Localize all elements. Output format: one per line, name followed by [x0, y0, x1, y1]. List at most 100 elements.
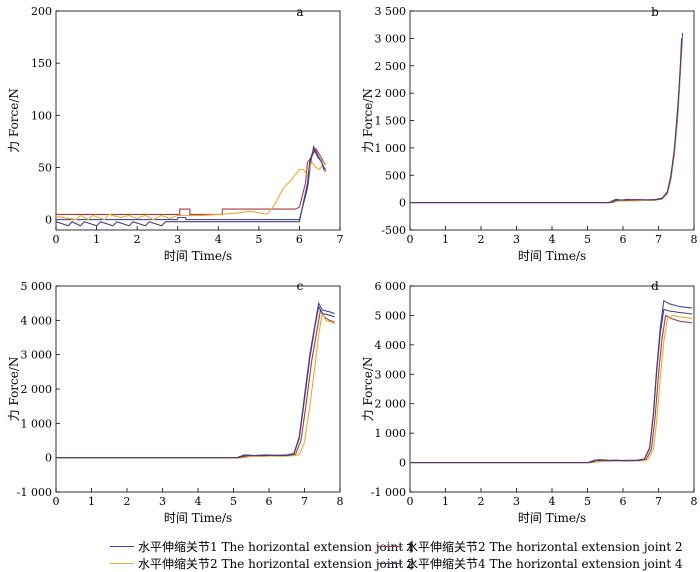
- series-line-4: [410, 308, 693, 464]
- y-tick-label: 1 000: [375, 142, 407, 155]
- legend-swatch-1: [110, 546, 134, 547]
- y-tick-label: 1 000: [375, 427, 407, 440]
- panel-label: d: [651, 279, 659, 293]
- x-tick-label: 3: [513, 495, 520, 508]
- x-tick-label: 6: [620, 233, 627, 246]
- y-axis-label: 力 Force/N: [361, 357, 375, 422]
- x-tick-label: 0: [407, 495, 414, 508]
- plot-frame: [409, 285, 695, 493]
- x-tick-label: 6: [266, 495, 273, 508]
- x-tick-label: 1: [442, 233, 449, 246]
- series-line-4: [410, 38, 683, 204]
- x-tick-label: 1: [93, 233, 100, 246]
- legend-label-1: 水平伸缩关节1 The horizontal extension joint 1: [138, 540, 415, 554]
- plot-frame: [55, 10, 341, 231]
- x-tick-label: 0: [407, 233, 414, 246]
- series-line-3: [56, 311, 335, 459]
- y-tick-label: 150: [31, 57, 52, 70]
- x-tick-label: 2: [478, 495, 485, 508]
- x-tick-label: 3: [159, 495, 166, 508]
- y-tick-label: 200: [31, 5, 52, 18]
- panel-label: a: [296, 5, 303, 19]
- x-tick-label: 0: [53, 495, 60, 508]
- y-tick-label: 2 000: [375, 398, 407, 411]
- x-tick-label: 2: [134, 233, 141, 246]
- series-line-2: [56, 147, 327, 215]
- series-line-4: [56, 304, 335, 459]
- x-tick-label: 5: [584, 233, 591, 246]
- x-tick-label: 4: [549, 495, 556, 508]
- y-tick-label: -500: [381, 224, 406, 237]
- series-line-1: [56, 301, 335, 459]
- y-tick-label: 3 000: [375, 32, 407, 45]
- x-tick-label: 1: [88, 495, 95, 508]
- y-axis-label: 力 Force/N: [7, 88, 21, 153]
- y-tick-label: 0: [45, 452, 52, 465]
- y-tick-label: 1 500: [375, 115, 407, 128]
- legend-label-3: 水平伸缩关节2 The horizontal extension joint 2: [138, 557, 415, 571]
- x-tick-label: 4: [195, 495, 202, 508]
- legend-swatch-3: [110, 563, 134, 564]
- plot-frame: [409, 10, 695, 231]
- x-tick-label: 3: [174, 233, 181, 246]
- legend-swatch-2: [378, 546, 402, 547]
- y-tick-label: 4 000: [375, 339, 407, 352]
- y-tick-label: 0: [399, 457, 406, 470]
- legend-item-4: 水平伸缩关节4 The horizontal extension joint 4: [378, 555, 683, 572]
- x-tick-label: 0: [53, 233, 60, 246]
- y-tick-label: -1 000: [371, 486, 406, 499]
- y-tick-label: 3 500: [375, 5, 407, 18]
- x-tick-label: 4: [549, 233, 556, 246]
- x-axis-label: 时间 Time/s: [164, 511, 232, 525]
- series-line-1: [410, 299, 693, 464]
- x-tick-label: 8: [337, 495, 344, 508]
- series-line-4: [55, 147, 327, 227]
- y-tick-label: 0: [399, 197, 406, 210]
- y-tick-label: 50: [38, 161, 52, 174]
- x-tick-label: 1: [442, 495, 449, 508]
- series-line-3: [410, 54, 682, 204]
- legend-item-1: 水平伸缩关节1 The horizontal extension joint 1: [110, 538, 415, 555]
- y-tick-label: 3 000: [375, 368, 407, 381]
- legend-label-4: 水平伸缩关节4 The horizontal extension joint 4: [406, 557, 683, 571]
- series-line-2: [410, 43, 683, 204]
- x-axis-label: 时间 Time/s: [518, 511, 586, 525]
- x-tick-label: 6: [620, 495, 627, 508]
- series-line-2: [56, 308, 335, 459]
- legend-label-2: 水平伸缩关节2 The horizontal extension joint 2: [406, 540, 683, 554]
- legend: 水平伸缩关节1 The horizontal extension joint 1…: [110, 536, 700, 572]
- x-tick-label: 6: [296, 233, 303, 246]
- x-tick-label: 2: [124, 495, 131, 508]
- x-tick-label: 5: [230, 495, 237, 508]
- panel-label: c: [297, 279, 304, 293]
- x-tick-label: 8: [691, 495, 698, 508]
- legend-item-3: 水平伸缩关节2 The horizontal extension joint 2: [110, 555, 415, 572]
- x-tick-label: 3: [513, 233, 520, 246]
- legend-item-2: 水平伸缩关节2 The horizontal extension joint 2: [378, 538, 683, 555]
- x-tick-label: 4: [215, 233, 222, 246]
- y-tick-label: 100: [31, 109, 52, 122]
- x-tick-label: 2: [478, 233, 485, 246]
- panel-label: b: [651, 5, 659, 19]
- y-tick-label: 2 000: [21, 383, 53, 396]
- y-tick-label: 2 500: [375, 60, 407, 73]
- y-tick-label: 5 000: [21, 280, 53, 293]
- y-axis-label: 力 Force/N: [7, 357, 21, 422]
- y-tick-label: 2 000: [375, 87, 407, 100]
- y-axis-label: 力 Force/N: [361, 88, 375, 153]
- x-tick-label: 7: [301, 495, 308, 508]
- series-line-2: [410, 314, 693, 464]
- y-tick-label: -1 000: [17, 486, 52, 499]
- series-line-3: [55, 161, 327, 221]
- chart-panel-a: 0 1 2 3 4 5 6 7 0 50 100 150 200 时间 Time/s 力 Force/N a: [7, 5, 344, 263]
- x-tick-label: 5: [255, 233, 262, 246]
- y-tick-label: 6 000: [375, 280, 407, 293]
- x-tick-label: 5: [584, 495, 591, 508]
- x-tick-label: 7: [655, 495, 662, 508]
- x-tick-label: 8: [691, 233, 698, 246]
- y-tick-label: 500: [385, 169, 406, 182]
- x-tick-label: 7: [655, 233, 662, 246]
